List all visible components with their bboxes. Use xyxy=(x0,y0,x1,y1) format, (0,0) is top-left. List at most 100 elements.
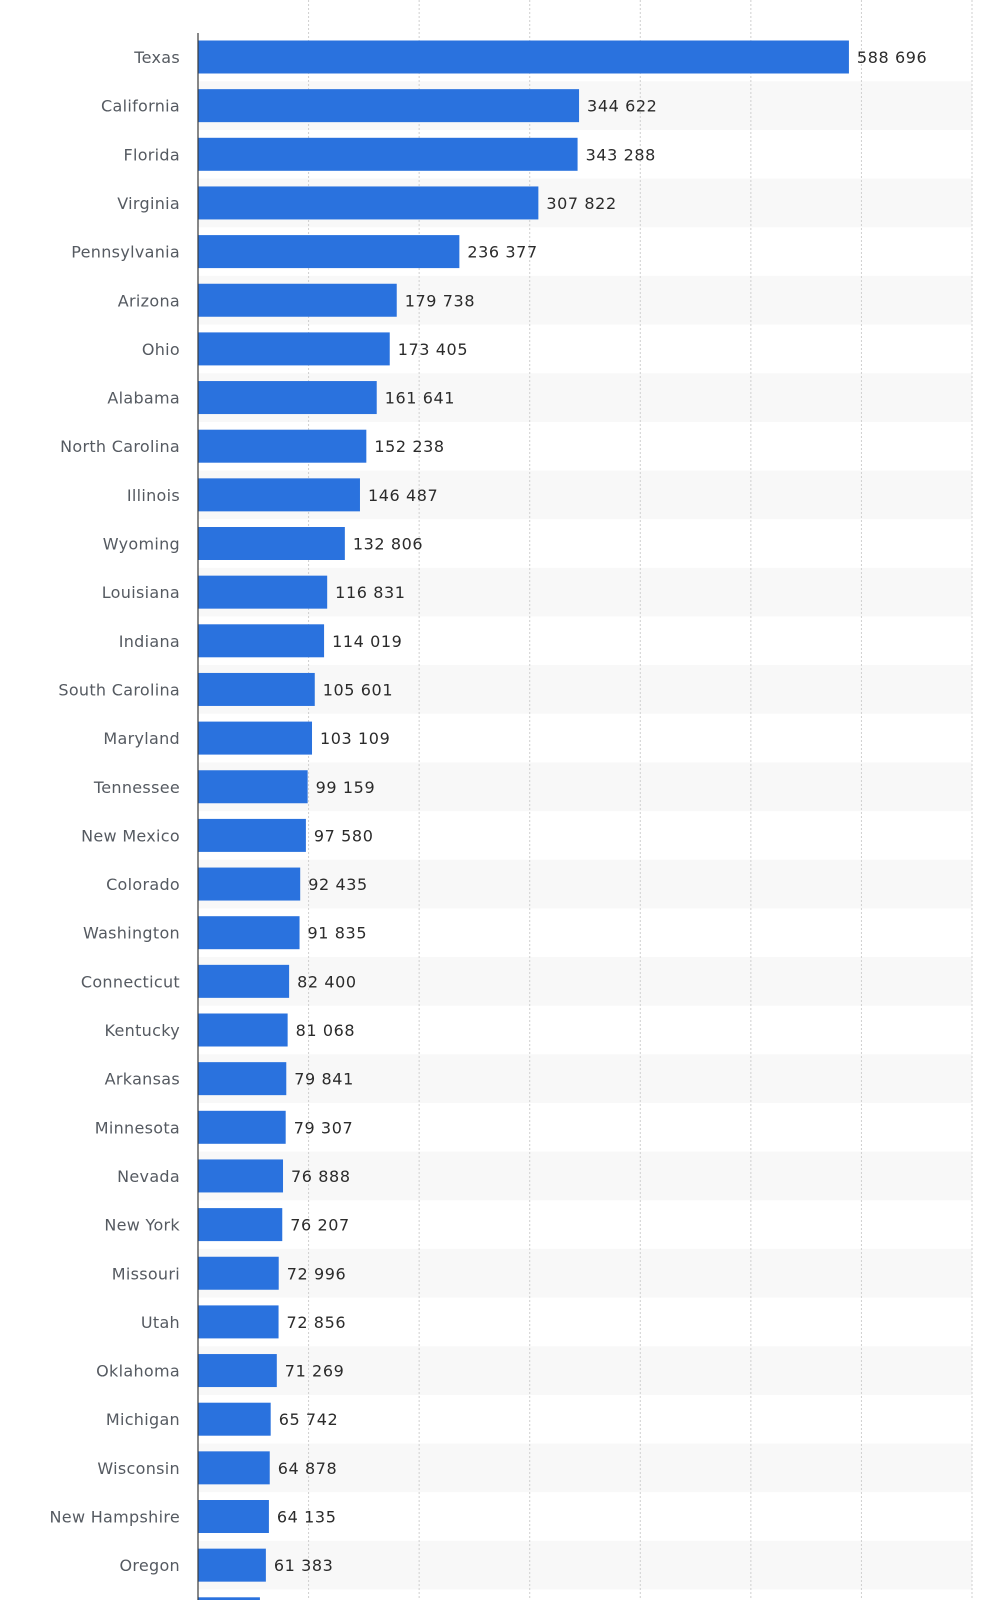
bar-minnesota[interactable] xyxy=(198,1110,286,1144)
value-label-arkansas: 79 841 xyxy=(294,1070,354,1089)
value-label-indiana: 114 019 xyxy=(332,632,402,651)
bar-new-mexico[interactable] xyxy=(198,818,306,852)
value-labels: 588 696 344 622 343 288 307 822 236 377 179 7… xyxy=(274,48,927,1575)
category-label-arizona: Arizona xyxy=(118,291,180,310)
bar-missouri[interactable] xyxy=(198,1256,279,1290)
bar-oregon[interactable] xyxy=(198,1548,266,1582)
category-label-arkansas: Arkansas xyxy=(105,1070,180,1089)
value-label-washington: 91 835 xyxy=(308,924,368,943)
category-label-colorado: Colorado xyxy=(106,875,180,894)
value-label-connecticut: 82 400 xyxy=(297,972,357,991)
value-label-new-hampshire: 64 135 xyxy=(277,1508,337,1527)
bar-virginia[interactable] xyxy=(198,186,539,220)
bar-florida[interactable] xyxy=(198,137,578,171)
value-label-tennessee: 99 159 xyxy=(316,778,376,797)
value-label-maryland: 103 109 xyxy=(320,729,390,748)
category-label-illinois: Illinois xyxy=(127,486,180,505)
category-label-north-carolina: North Carolina xyxy=(60,437,180,456)
bar-tennessee[interactable] xyxy=(198,770,308,804)
bar-louisiana[interactable] xyxy=(198,575,328,609)
category-label-nevada: Nevada xyxy=(117,1167,180,1186)
category-label-texas: Texas xyxy=(133,48,180,67)
value-label-arizona: 179 738 xyxy=(405,291,475,310)
value-label-louisiana: 116 831 xyxy=(335,583,405,602)
bar-nevada[interactable] xyxy=(198,1159,284,1193)
bar-arizona[interactable] xyxy=(198,283,397,317)
category-label-indiana: Indiana xyxy=(119,632,180,651)
bar-alabama[interactable] xyxy=(198,381,377,415)
value-label-wisconsin: 64 878 xyxy=(278,1459,338,1478)
value-label-pennsylvania: 236 377 xyxy=(467,243,537,262)
value-label-virginia: 307 822 xyxy=(546,194,616,213)
value-label-illinois: 146 487 xyxy=(368,486,438,505)
bar-connecticut[interactable] xyxy=(198,964,290,998)
bar-wisconsin[interactable] xyxy=(198,1451,270,1485)
bar-kentucky[interactable] xyxy=(198,1013,288,1047)
category-label-louisiana: Louisiana xyxy=(102,583,180,602)
category-label-washington: Washington xyxy=(83,924,180,943)
row-stripe xyxy=(198,762,972,812)
category-label-oklahoma: Oklahoma xyxy=(96,1362,180,1381)
bar-michigan[interactable] xyxy=(198,1402,271,1436)
value-label-california: 344 622 xyxy=(587,97,657,116)
bar-washington[interactable] xyxy=(198,916,300,950)
bar-utah[interactable] xyxy=(198,1305,279,1339)
category-label-california: California xyxy=(101,97,180,116)
category-label-michigan: Michigan xyxy=(106,1410,180,1429)
bar-indiana[interactable] xyxy=(198,624,325,658)
category-label-minnesota: Minnesota xyxy=(95,1118,180,1137)
bar-new-york[interactable] xyxy=(198,1208,283,1242)
category-label-new-hampshire: New Hampshire xyxy=(50,1508,180,1527)
value-label-kentucky: 81 068 xyxy=(296,1021,356,1040)
category-label-new-mexico: New Mexico xyxy=(81,826,180,845)
category-label-ohio: Ohio xyxy=(142,340,180,359)
row-stripe xyxy=(198,957,972,1006)
bar-pennsylvania[interactable] xyxy=(198,235,460,269)
value-label-texas: 588 696 xyxy=(857,48,927,67)
bar-north-carolina[interactable] xyxy=(198,429,367,463)
category-label-oregon: Oregon xyxy=(119,1556,180,1575)
bars xyxy=(198,40,849,1600)
category-label-tennessee: Tennessee xyxy=(93,778,180,797)
x-gridlines xyxy=(308,0,973,1600)
category-label-connecticut: Connecticut xyxy=(81,972,180,991)
bar-texas[interactable] xyxy=(198,40,849,74)
bar-ohio[interactable] xyxy=(198,332,390,366)
value-label-oregon: 61 383 xyxy=(274,1556,334,1575)
bar-new-hampshire[interactable] xyxy=(198,1500,269,1533)
value-label-wyoming: 132 806 xyxy=(353,535,423,554)
value-label-south-carolina: 105 601 xyxy=(323,680,393,699)
value-label-oklahoma: 71 269 xyxy=(285,1362,345,1381)
category-label-alabama: Alabama xyxy=(107,389,180,408)
bar-arkansas[interactable] xyxy=(198,1062,287,1096)
category-label-utah: Utah xyxy=(141,1313,180,1332)
category-label-kentucky: Kentucky xyxy=(105,1021,180,1040)
category-label-maryland: Maryland xyxy=(103,729,180,748)
value-label-new-mexico: 97 580 xyxy=(314,826,374,845)
value-label-minnesota: 79 307 xyxy=(294,1118,354,1137)
category-label-wisconsin: Wisconsin xyxy=(97,1459,180,1478)
bar-south-carolina[interactable] xyxy=(198,672,315,706)
category-label-wyoming: Wyoming xyxy=(103,535,180,554)
category-labels: Texas California Florida Virginia Pennsylvan… xyxy=(50,48,181,1575)
value-label-north-carolina: 152 238 xyxy=(374,437,444,456)
value-label-missouri: 72 996 xyxy=(287,1264,347,1283)
row-stripe xyxy=(198,1151,972,1201)
row-stripe xyxy=(198,859,972,909)
bar-maryland[interactable] xyxy=(198,721,313,755)
bar-illinois[interactable] xyxy=(198,478,360,512)
row-stripe xyxy=(198,1346,972,1395)
value-label-florida: 343 288 xyxy=(586,145,656,164)
bar-wyoming[interactable] xyxy=(198,527,345,560)
bar-california[interactable] xyxy=(198,89,580,123)
bar-row-33[interactable] xyxy=(198,1597,260,1600)
row-stripe xyxy=(198,665,972,714)
value-label-alabama: 161 641 xyxy=(385,389,455,408)
row-stripe xyxy=(198,1443,972,1493)
bar-oklahoma[interactable] xyxy=(198,1354,277,1388)
bar-colorado[interactable] xyxy=(198,867,301,901)
value-label-nevada: 76 888 xyxy=(291,1167,351,1186)
category-label-virginia: Virginia xyxy=(117,194,180,213)
value-label-ohio: 173 405 xyxy=(398,340,468,359)
